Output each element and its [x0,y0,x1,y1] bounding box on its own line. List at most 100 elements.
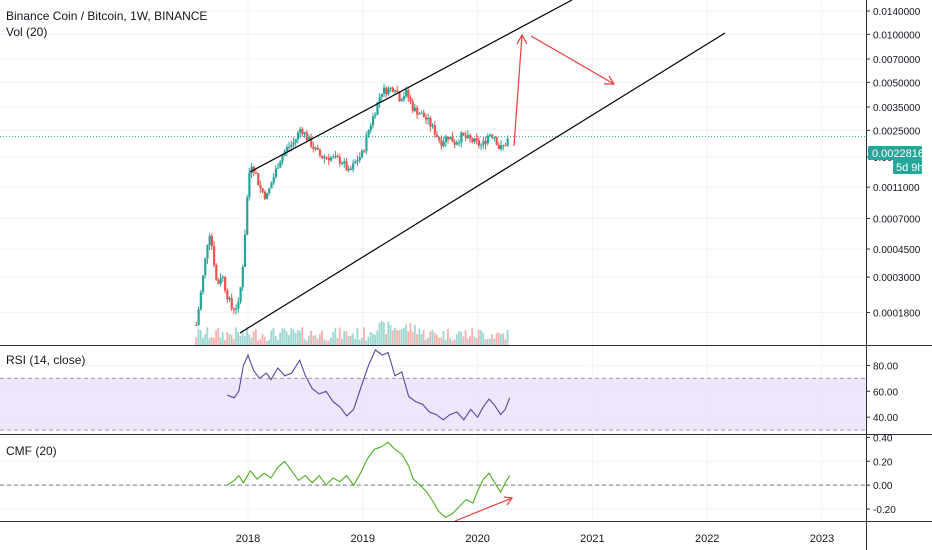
candle-body [363,150,366,152]
candle-body [290,144,293,147]
candle-body [195,325,198,327]
candle-body [237,301,240,309]
candle-body [263,191,266,199]
volume-bar [369,331,372,345]
forecast-arrow-up[interactable] [513,34,523,147]
volume-bar [347,336,350,345]
candle-body [281,155,284,162]
price-tick-label-9: 0.0004500 [873,245,921,256]
volume-bar [323,339,326,345]
candle-body [292,142,295,145]
volume-bar [277,340,279,345]
volume-bar [345,331,348,345]
volume-bar [199,330,202,345]
volume-bar [451,340,454,345]
volume-bar [230,334,233,345]
volume-bar [367,336,370,345]
volume-bar [334,327,337,345]
candle-body [219,277,222,284]
candle-body [500,145,503,149]
candle-body [330,157,333,161]
drawings[interactable] [239,0,726,334]
candle-body [254,172,258,174]
rsi-panel[interactable]: RSI (14, close) [0,349,866,431]
candle-body [341,163,344,165]
candle-body [422,112,425,118]
candle-body [215,264,218,281]
volume-bar [246,327,248,345]
candle-body [261,188,264,192]
volume-bar [413,324,416,345]
candle-body [440,140,443,147]
candle-body [272,177,275,184]
cmf-divergence-arrow[interactable] [454,497,513,522]
volume-bar [299,330,301,345]
forecast-arrow-down[interactable] [530,35,615,85]
price-panel[interactable]: Binance Coin / Bitcoin, 1W, BINANCE Vol … [0,0,866,345]
cmf-panel[interactable]: CMF (20) [0,441,866,522]
candle-body [360,150,364,158]
volume-bar [466,338,469,345]
volume-bar [442,330,445,345]
volume-bar [455,334,458,345]
candle-body [420,112,423,114]
volume-bar [475,338,478,345]
lower-channel-line[interactable] [239,32,726,334]
candle-body [334,155,337,157]
candle-body [453,142,456,145]
candle-body [303,132,306,134]
candle-body [367,130,370,136]
volume-bar [493,338,496,345]
volume-bar [281,328,284,345]
candle-body [455,142,459,145]
volume-bar [268,339,270,345]
volume-bar [438,337,440,345]
volume-bar [285,331,288,345]
volume-bar [274,335,277,345]
candle-body [316,147,319,150]
grid-lines [0,0,866,521]
candle-body [407,89,410,98]
candle-body [433,125,436,135]
rsi-series-line [227,349,511,421]
candle-body [416,107,419,115]
candle-body [488,134,492,136]
volume-bar [263,336,266,345]
volume-bar [363,327,365,345]
candle-body [347,168,350,171]
volume-bar [213,337,215,345]
volume-bar [356,328,359,345]
candle-body [268,188,271,194]
volume-bar [235,327,237,345]
candle-body [400,99,403,102]
volume-bar [358,339,361,345]
volume-bar [464,330,467,345]
volume-bar [458,331,460,345]
volume-bar [504,339,507,345]
volume-bar [488,338,491,345]
candle-body [210,235,213,247]
candle-body [312,146,315,150]
candle-body [431,125,434,127]
volume-bar [391,330,394,345]
volume-bar [204,334,206,345]
candle-body [466,135,470,138]
volume-bar [259,338,262,345]
rsi-tick-label-0: 80.00 [873,361,898,372]
volume-bar [486,338,489,345]
rsi-tick-label-1: 60.00 [873,387,898,398]
volume-bar [382,322,385,345]
volume-bar [243,335,246,345]
volume-bar [330,337,332,345]
volume-bar [296,330,299,345]
cmf-tick-label-0: 0.40 [873,433,893,444]
volume-bar [500,333,502,345]
volume-bar [435,334,438,345]
upper-channel-line[interactable] [249,0,573,173]
last-price-badge[interactable]: 0.0022816 5d 9h [868,146,924,174]
volume-bar [506,329,509,345]
candle-body [504,145,507,147]
volume-bar [327,340,330,345]
